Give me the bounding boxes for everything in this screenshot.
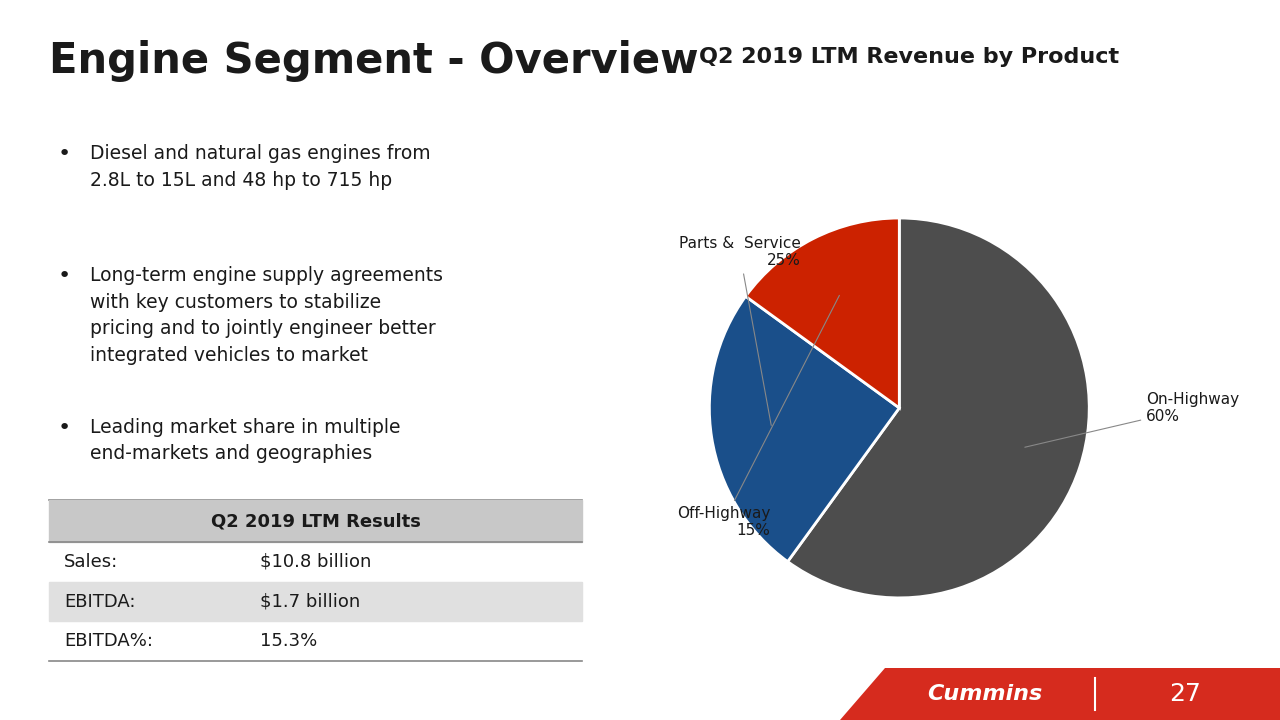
Text: 27: 27 (1169, 682, 1201, 706)
Text: Sales:: Sales: (64, 553, 118, 571)
Text: Diesel and natural gas engines from
2.8L to 15L and 48 hp to 715 hp: Diesel and natural gas engines from 2.8L… (90, 144, 430, 189)
Wedge shape (709, 297, 900, 562)
Wedge shape (746, 218, 900, 408)
Text: •: • (58, 266, 70, 287)
Text: •: • (58, 144, 70, 164)
Text: 15.3%: 15.3% (260, 632, 317, 650)
Text: Engine Segment - Overview: Engine Segment - Overview (49, 40, 699, 81)
Text: Off-Highway
15%: Off-Highway 15% (677, 295, 840, 538)
Text: •: • (58, 418, 70, 438)
Wedge shape (787, 218, 1089, 598)
Text: Q2 2019 LTM Revenue by Product: Q2 2019 LTM Revenue by Product (699, 47, 1119, 67)
Text: Leading market share in multiple
end-markets and geographies: Leading market share in multiple end-mar… (90, 418, 401, 463)
Text: EBITDA%:: EBITDA%: (64, 632, 154, 650)
Text: $1.7 billion: $1.7 billion (260, 593, 360, 611)
Text: Long-term engine supply agreements
with key customers to stabilize
pricing and t: Long-term engine supply agreements with … (90, 266, 443, 365)
Text: Cummins: Cummins (928, 684, 1043, 704)
Polygon shape (840, 668, 1280, 720)
Text: $10.8 billion: $10.8 billion (260, 553, 371, 571)
Text: On-Highway
60%: On-Highway 60% (1025, 392, 1239, 447)
Text: Parts &  Service
25%: Parts & Service 25% (678, 236, 800, 426)
Text: Q2 2019 LTM Results: Q2 2019 LTM Results (211, 513, 420, 530)
Text: EBITDA:: EBITDA: (64, 593, 136, 611)
